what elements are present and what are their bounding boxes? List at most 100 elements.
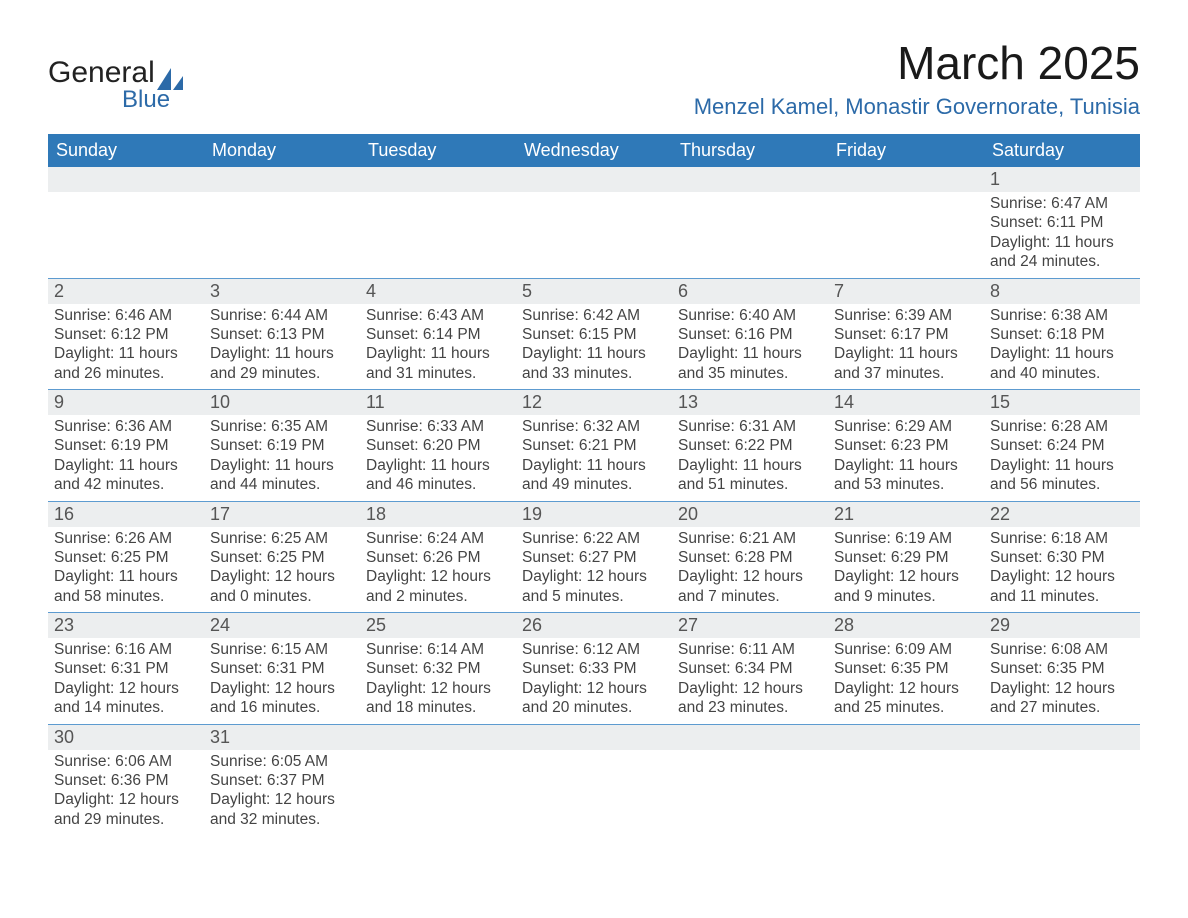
sunset-text: Sunset: 6:33 PM	[522, 659, 666, 678]
week-row: 23242526272829Sunrise: 6:16 AMSunset: 6:…	[48, 613, 1140, 725]
day-cell: Sunrise: 6:16 AMSunset: 6:31 PMDaylight:…	[48, 638, 204, 724]
dl1-text: Daylight: 12 hours	[210, 790, 354, 809]
dl1-text: Daylight: 12 hours	[834, 679, 978, 698]
day-cell: Sunrise: 6:36 AMSunset: 6:19 PMDaylight:…	[48, 415, 204, 501]
day-number: 24	[204, 613, 360, 638]
dl1-text: Daylight: 11 hours	[366, 456, 510, 475]
dl1-text: Daylight: 11 hours	[54, 344, 198, 363]
day-number	[828, 167, 984, 192]
dl1-text: Daylight: 12 hours	[210, 567, 354, 586]
sunset-text: Sunset: 6:14 PM	[366, 325, 510, 344]
sunset-text: Sunset: 6:18 PM	[990, 325, 1134, 344]
dl2-text: and 35 minutes.	[678, 364, 822, 383]
dl1-text: Daylight: 12 hours	[210, 679, 354, 698]
sunset-text: Sunset: 6:15 PM	[522, 325, 666, 344]
day-cell: Sunrise: 6:06 AMSunset: 6:36 PMDaylight:…	[48, 750, 204, 836]
sunrise-text: Sunrise: 6:31 AM	[678, 417, 822, 436]
day-number	[516, 725, 672, 750]
sunrise-text: Sunrise: 6:38 AM	[990, 306, 1134, 325]
location-subtitle: Menzel Kamel, Monastir Governorate, Tuni…	[694, 94, 1140, 120]
sunset-text: Sunset: 6:34 PM	[678, 659, 822, 678]
dl2-text: and 40 minutes.	[990, 364, 1134, 383]
day-cell: Sunrise: 6:24 AMSunset: 6:26 PMDaylight:…	[360, 527, 516, 613]
calendar: SundayMondayTuesdayWednesdayThursdayFrid…	[48, 134, 1140, 835]
sunset-text: Sunset: 6:27 PM	[522, 548, 666, 567]
sunset-text: Sunset: 6:30 PM	[990, 548, 1134, 567]
day-number: 7	[828, 279, 984, 304]
day-number: 17	[204, 502, 360, 527]
sunrise-text: Sunrise: 6:29 AM	[834, 417, 978, 436]
dl2-text: and 16 minutes.	[210, 698, 354, 717]
weeks-container: 1Sunrise: 6:47 AMSunset: 6:11 PMDaylight…	[48, 167, 1140, 835]
day-cell: Sunrise: 6:39 AMSunset: 6:17 PMDaylight:…	[828, 304, 984, 390]
brand-name1: General	[48, 56, 155, 90]
sunset-text: Sunset: 6:35 PM	[990, 659, 1134, 678]
sunset-text: Sunset: 6:21 PM	[522, 436, 666, 455]
month-title: March 2025	[694, 36, 1140, 90]
day-number: 3	[204, 279, 360, 304]
day-cell: Sunrise: 6:33 AMSunset: 6:20 PMDaylight:…	[360, 415, 516, 501]
dl2-text: and 29 minutes.	[54, 810, 198, 829]
sunset-text: Sunset: 6:24 PM	[990, 436, 1134, 455]
sunrise-text: Sunrise: 6:18 AM	[990, 529, 1134, 548]
dl2-text: and 32 minutes.	[210, 810, 354, 829]
day-number: 8	[984, 279, 1140, 304]
day-number: 2	[48, 279, 204, 304]
day-number: 21	[828, 502, 984, 527]
sunset-text: Sunset: 6:35 PM	[834, 659, 978, 678]
sunrise-text: Sunrise: 6:11 AM	[678, 640, 822, 659]
dl2-text: and 58 minutes.	[54, 587, 198, 606]
dl2-text: and 23 minutes.	[678, 698, 822, 717]
dl1-text: Daylight: 12 hours	[54, 790, 198, 809]
dow-tuesday: Tuesday	[360, 134, 516, 167]
day-cell: Sunrise: 6:31 AMSunset: 6:22 PMDaylight:…	[672, 415, 828, 501]
day-cell: Sunrise: 6:08 AMSunset: 6:35 PMDaylight:…	[984, 638, 1140, 724]
day-cell	[672, 750, 828, 836]
day-cell: Sunrise: 6:42 AMSunset: 6:15 PMDaylight:…	[516, 304, 672, 390]
week-row: 9101112131415Sunrise: 6:36 AMSunset: 6:1…	[48, 390, 1140, 502]
daynum-strip: 23242526272829	[48, 613, 1140, 638]
day-cell	[516, 750, 672, 836]
dl2-text: and 25 minutes.	[834, 698, 978, 717]
day-cell	[360, 192, 516, 278]
day-cell: Sunrise: 6:25 AMSunset: 6:25 PMDaylight:…	[204, 527, 360, 613]
sunset-text: Sunset: 6:28 PM	[678, 548, 822, 567]
day-cell: Sunrise: 6:38 AMSunset: 6:18 PMDaylight:…	[984, 304, 1140, 390]
sunrise-text: Sunrise: 6:22 AM	[522, 529, 666, 548]
sunrise-text: Sunrise: 6:19 AM	[834, 529, 978, 548]
dl1-text: Daylight: 12 hours	[990, 567, 1134, 586]
day-cell: Sunrise: 6:22 AMSunset: 6:27 PMDaylight:…	[516, 527, 672, 613]
dl1-text: Daylight: 11 hours	[834, 456, 978, 475]
day-number	[516, 167, 672, 192]
dl2-text: and 42 minutes.	[54, 475, 198, 494]
sunset-text: Sunset: 6:37 PM	[210, 771, 354, 790]
sunrise-text: Sunrise: 6:36 AM	[54, 417, 198, 436]
dl2-text: and 56 minutes.	[990, 475, 1134, 494]
dow-friday: Friday	[828, 134, 984, 167]
day-number: 22	[984, 502, 1140, 527]
sunset-text: Sunset: 6:23 PM	[834, 436, 978, 455]
dl1-text: Daylight: 12 hours	[522, 567, 666, 586]
brand-name2: Blue	[122, 86, 183, 114]
daynum-strip: 1	[48, 167, 1140, 192]
day-cell: Sunrise: 6:46 AMSunset: 6:12 PMDaylight:…	[48, 304, 204, 390]
dl1-text: Daylight: 11 hours	[54, 456, 198, 475]
sunrise-text: Sunrise: 6:32 AM	[522, 417, 666, 436]
sunset-text: Sunset: 6:25 PM	[54, 548, 198, 567]
dl1-text: Daylight: 11 hours	[990, 344, 1134, 363]
day-number	[360, 167, 516, 192]
dl1-text: Daylight: 11 hours	[210, 456, 354, 475]
day-number: 4	[360, 279, 516, 304]
dl2-text: and 33 minutes.	[522, 364, 666, 383]
sunrise-text: Sunrise: 6:28 AM	[990, 417, 1134, 436]
dl1-text: Daylight: 11 hours	[54, 567, 198, 586]
dl2-text: and 44 minutes.	[210, 475, 354, 494]
dow-sunday: Sunday	[48, 134, 204, 167]
day-number: 20	[672, 502, 828, 527]
week-row: 3031Sunrise: 6:06 AMSunset: 6:36 PMDayli…	[48, 725, 1140, 836]
day-number: 19	[516, 502, 672, 527]
day-number: 25	[360, 613, 516, 638]
sunrise-text: Sunrise: 6:47 AM	[990, 194, 1134, 213]
day-cell: Sunrise: 6:43 AMSunset: 6:14 PMDaylight:…	[360, 304, 516, 390]
sunset-text: Sunset: 6:19 PM	[210, 436, 354, 455]
